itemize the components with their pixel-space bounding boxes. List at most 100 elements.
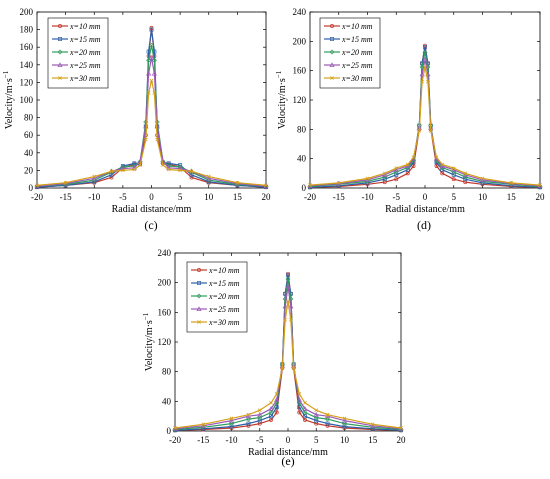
- data-point: [405, 162, 410, 167]
- data-point: [288, 303, 294, 309]
- data-point: [189, 169, 194, 174]
- x-tick-label: 10: [204, 192, 214, 202]
- series-line: [309, 51, 541, 188]
- x-tick-label: 10: [340, 435, 350, 445]
- data-point: [120, 168, 125, 173]
- legend-entry-text: x=25 mm: [208, 305, 240, 314]
- data-point: [422, 49, 428, 55]
- series-line: [36, 29, 267, 188]
- data-point: [146, 91, 151, 95]
- legend-entry: x=20 mm: [208, 292, 240, 301]
- legend-marker: [330, 37, 334, 41]
- y-tick-label: 120: [20, 77, 34, 87]
- data-point: [341, 417, 348, 423]
- x-axis-title: Radial distance/mm: [112, 204, 192, 215]
- data-point: [463, 171, 468, 176]
- x-tick-label: 0: [423, 192, 428, 202]
- y-axis-title: Velocity/m·s−1: [2, 70, 15, 129]
- panel-label: (e): [281, 454, 294, 468]
- data-point: [411, 164, 416, 168]
- data-point: [302, 409, 308, 415]
- data-point: [303, 417, 307, 422]
- legend-box: [47, 17, 109, 89]
- y-axis-title-text: Velocity/m·s: [144, 320, 155, 371]
- panel-label: (c): [144, 218, 157, 232]
- data-point: [423, 65, 427, 69]
- data-point: [288, 317, 293, 322]
- data-point: [399, 426, 403, 430]
- legend-entry: x=20 mm: [69, 48, 101, 57]
- series-line: [174, 274, 402, 431]
- legend-entry: x=30 mm: [341, 74, 373, 83]
- data-point: [109, 175, 114, 180]
- data-point: [268, 409, 274, 415]
- legend-entry-text: x=10 mm: [341, 22, 373, 31]
- legend-entry: x=25 mm: [69, 61, 101, 70]
- y-tick-label: 20: [24, 165, 34, 175]
- legend-entry: x=25 mm: [208, 305, 240, 314]
- x-tick-label: -5: [119, 192, 127, 202]
- y-axis-title-superscript: −1: [2, 70, 10, 78]
- x-tick-label: -20: [304, 192, 316, 202]
- data-point: [296, 397, 302, 402]
- data-point: [152, 91, 157, 95]
- series-line: [309, 59, 541, 187]
- data-point: [149, 27, 154, 32]
- legend-entry: x=10 mm: [341, 22, 373, 31]
- data-point: [538, 183, 542, 187]
- legend-entry: x=30 mm: [208, 318, 240, 327]
- data-point: [423, 45, 427, 50]
- data-point: [336, 180, 341, 185]
- y-tick-label: 80: [162, 367, 172, 377]
- y-tick-label: 160: [20, 42, 34, 52]
- y-axis-title-text: Velocity/m·s: [277, 78, 288, 129]
- data-point: [109, 169, 114, 174]
- data-point: [229, 416, 234, 421]
- series-line: [36, 44, 267, 187]
- x-tick-label: -5: [393, 192, 401, 202]
- legend-marker: [58, 37, 62, 41]
- legend-marker: [329, 62, 335, 67]
- x-tick-label: 20: [536, 192, 546, 202]
- y-tick-label: 40: [297, 154, 307, 164]
- data-point: [132, 161, 137, 166]
- data-point: [132, 167, 137, 172]
- y-tick-label: 140: [20, 60, 34, 70]
- data-point: [285, 283, 291, 289]
- y-axis-title: Velocity/m·s−1: [275, 70, 288, 129]
- data-point: [411, 155, 416, 160]
- data-point: [228, 417, 235, 423]
- chart-panel: -20 -15 -10 -5 0 5 10 15 2004080120160200240Radi…: [142, 248, 406, 468]
- legend-entry-text: x=15 mm: [208, 279, 240, 288]
- y-axis-title-superscript: −1: [142, 312, 150, 320]
- data-point: [92, 174, 97, 179]
- data-point: [325, 412, 330, 417]
- data-point: [394, 166, 399, 171]
- data-point: [282, 303, 288, 309]
- legend-entry-text: x=20 mm: [208, 292, 240, 301]
- data-point: [509, 180, 514, 185]
- y-tick-label: 200: [20, 7, 34, 17]
- y-axis-title: Velocity/m·s−1: [142, 312, 155, 371]
- legend-box: [319, 17, 381, 89]
- x-tick-label: 15: [368, 435, 378, 445]
- legend-marker: [329, 49, 335, 55]
- data-point: [246, 412, 251, 417]
- data-point: [149, 78, 154, 83]
- y-tick-label: 160: [293, 66, 307, 76]
- data-point: [161, 163, 165, 168]
- x-tick-label: -15: [60, 192, 72, 202]
- data-point: [325, 423, 330, 428]
- x-tick-label: 5: [452, 192, 457, 202]
- legend-marker: [58, 76, 62, 80]
- data-point: [297, 392, 302, 396]
- data-point: [151, 57, 157, 63]
- x-tick-label: -5: [256, 435, 264, 445]
- legend-entry-text: x=15 mm: [69, 35, 101, 44]
- data-point: [229, 421, 234, 427]
- y-tick-label: 240: [158, 248, 172, 258]
- chart-panel: -20 -15 -10 -5 0 5 10 15 20020406080100120140160…: [2, 7, 271, 232]
- x-tick-label: -20: [169, 435, 181, 445]
- data-point: [257, 411, 263, 417]
- data-point: [314, 418, 319, 423]
